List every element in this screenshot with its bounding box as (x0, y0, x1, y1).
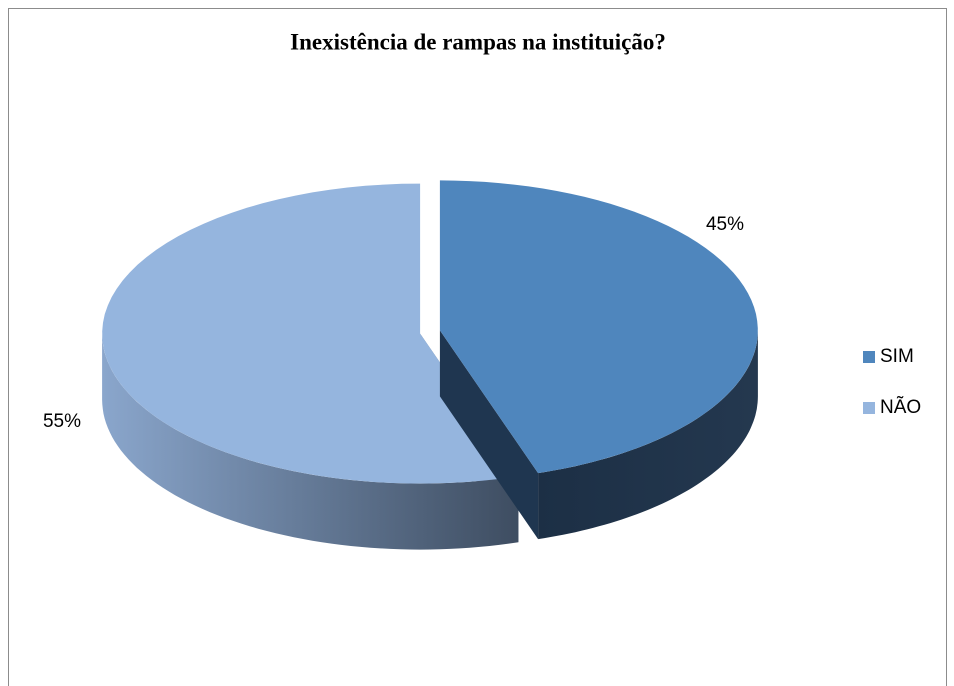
slice-side (102, 333, 519, 550)
slice-face (439, 330, 539, 540)
data-label: 45% (706, 214, 744, 235)
chart-title: Inexistência de rampas na instituição? (290, 29, 666, 54)
legend-label: SIM (880, 346, 914, 367)
legend-label: NÃO (880, 396, 921, 418)
legend-swatch (863, 402, 875, 414)
data-label: 55% (43, 411, 81, 432)
slice-side (538, 330, 758, 540)
slice (102, 183, 519, 484)
slice (439, 180, 758, 474)
legend-swatch (863, 351, 875, 363)
